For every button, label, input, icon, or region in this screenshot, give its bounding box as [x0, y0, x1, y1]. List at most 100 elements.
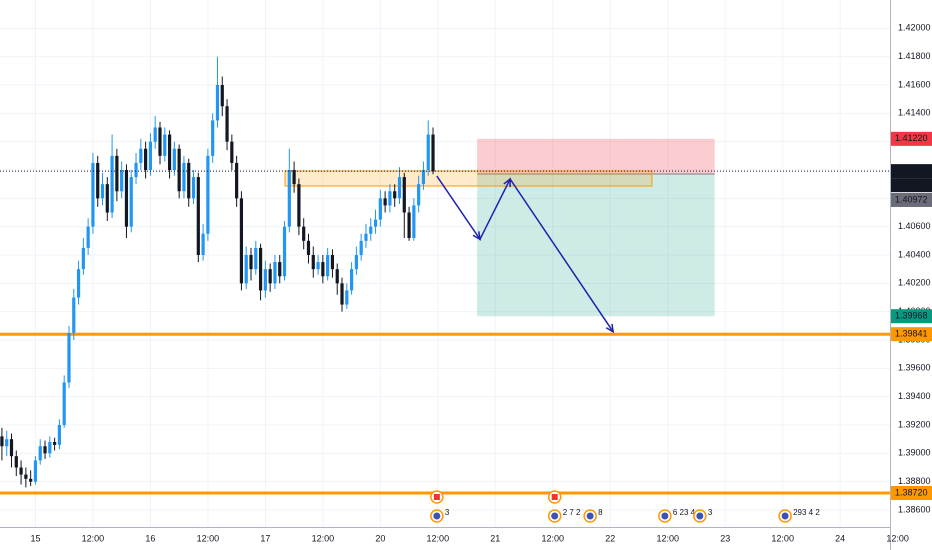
candle-body: [43, 446, 47, 454]
candle-body: [211, 120, 215, 156]
supply-zone: [284, 170, 653, 187]
candle-body: [76, 269, 81, 298]
candle-body: [206, 155, 210, 234]
y-tick-label: 1.40200: [898, 278, 931, 288]
price-label: 1.39968: [895, 311, 928, 321]
target-zone: [477, 173, 715, 317]
price-label-bg: [891, 131, 932, 146]
level-label: 1.39841: [895, 329, 928, 339]
candle-body: [105, 184, 109, 213]
candle-body: [158, 127, 162, 156]
candle-body: [402, 177, 406, 213]
candle-body: [124, 170, 129, 227]
x-tick-label: 12:00: [312, 533, 335, 543]
flag-icon-inner: [433, 494, 440, 500]
event-icon-inner: [551, 512, 559, 520]
x-tick-label: 22: [605, 533, 615, 543]
price-label: 1.40972: [895, 194, 928, 204]
level-label-bg: [891, 486, 932, 500]
event-icon-inner: [586, 512, 594, 520]
candle-body: [53, 442, 57, 445]
candle-body: [24, 474, 28, 479]
candle-body: [426, 134, 430, 170]
candle-body: [153, 127, 157, 142]
arrow-head: [472, 231, 481, 241]
candle-body: [100, 184, 105, 199]
candle-body: [359, 240, 363, 255]
price-label-bg: [891, 192, 932, 207]
y-tick-label: 1.40600: [898, 221, 931, 231]
candle-body: [191, 177, 196, 199]
candle-body: [364, 233, 368, 241]
countdown-label: 05:35: [895, 180, 918, 190]
y-tick-label: 1.42000: [898, 23, 931, 33]
candle-body: [9, 439, 14, 457]
countdown-bg: [891, 178, 932, 193]
candle-body: [148, 141, 153, 170]
candle-body: [177, 148, 181, 192]
candle-body: [96, 162, 100, 199]
candle-body: [316, 262, 320, 270]
candle-body: [407, 212, 411, 238]
x-tick-label: 12:00: [427, 533, 450, 543]
y-tick-label: 1.39200: [898, 419, 931, 429]
event-label: 293 4 2: [793, 508, 820, 517]
candle-body: [373, 219, 378, 227]
x-tick-label: 24: [835, 533, 845, 543]
y-tick-label: 1.41400: [898, 108, 931, 118]
candle-body: [321, 262, 325, 277]
candle-body: [349, 269, 354, 291]
candle-body: [268, 269, 272, 284]
candle-body: [91, 162, 95, 227]
candle-body: [235, 162, 239, 199]
candle-body: [72, 297, 76, 333]
candle-body: [254, 247, 258, 270]
candle-body: [273, 262, 277, 284]
y-tick-label: 1.41600: [898, 79, 931, 89]
event-icon-inner: [661, 512, 669, 520]
y-tick-label: 1.41800: [898, 51, 931, 61]
x-tick-label: 12:00: [656, 533, 679, 543]
event-label: 2 7 2: [563, 508, 581, 517]
candle-body: [287, 170, 291, 227]
candle-body: [244, 255, 248, 284]
candle-body: [196, 177, 200, 255]
event-label: 8: [598, 508, 603, 517]
candle-body: [340, 283, 344, 305]
y-tick-label: 1.38800: [898, 476, 931, 486]
candle-body: [62, 382, 66, 425]
event-icon-inner: [433, 512, 441, 520]
candle-body: [0, 436, 4, 447]
price-label-bg: [891, 309, 932, 324]
x-tick-label: 12:00: [886, 533, 909, 543]
candle-body: [14, 456, 18, 468]
x-tick-label: 17: [260, 533, 270, 543]
candle-body: [19, 467, 23, 475]
candle-body: [115, 155, 119, 192]
flag-icon-inner: [551, 494, 558, 500]
candle-body: [29, 478, 33, 482]
candle-body: [417, 184, 421, 206]
candle-body: [378, 198, 382, 220]
candle-body: [201, 233, 205, 255]
x-tick-label: 12:00: [197, 533, 220, 543]
candle-body: [129, 177, 133, 227]
stop-zone: [477, 138, 715, 174]
candle-body: [220, 85, 224, 107]
candle-body: [421, 170, 426, 185]
candle-body: [182, 162, 186, 192]
candle-body: [38, 446, 42, 461]
candle-body: [230, 141, 234, 163]
candle-body: [33, 460, 38, 482]
x-tick-label: 12:00: [771, 533, 794, 543]
candle-body: [187, 162, 191, 199]
x-tick-label: 15: [30, 533, 40, 543]
x-tick-label: 20: [375, 533, 385, 543]
candle-body: [215, 85, 220, 121]
candle-body: [412, 205, 416, 238]
current-price-label-bg: [891, 164, 932, 179]
x-tick-label: 21: [490, 533, 500, 543]
